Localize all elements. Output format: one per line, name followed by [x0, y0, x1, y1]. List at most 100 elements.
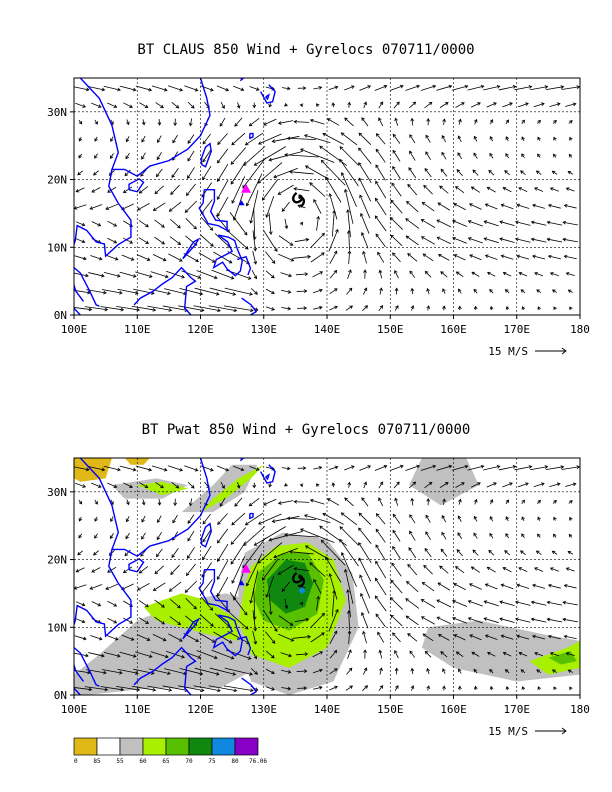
wind-vector: [294, 238, 309, 243]
wind-arrowhead: [321, 632, 325, 636]
pwat-shade-11: [137, 481, 188, 496]
wind-arrowhead: [93, 552, 97, 556]
wind-vector: [374, 465, 387, 471]
wind-vector: [100, 306, 124, 311]
wind-vector: [473, 153, 478, 159]
wind-vector: [455, 566, 465, 574]
wind-vector: [110, 533, 114, 539]
wind-vector: [437, 582, 451, 591]
x-tick-label: 140E: [314, 703, 341, 716]
wind-vector: [470, 482, 481, 488]
wind-arrowhead: [534, 651, 538, 656]
wind-arrowhead: [217, 141, 221, 145]
wind-vector: [347, 269, 352, 279]
wind-vector: [179, 288, 203, 295]
wind-vector: [484, 617, 499, 624]
wind-arrowhead: [318, 305, 323, 310]
wind-vector: [170, 184, 180, 195]
wind-arrowhead: [299, 601, 304, 606]
wind-vector: [564, 204, 577, 209]
wind-vector: [78, 153, 83, 159]
wind-arrowhead: [424, 650, 429, 655]
wind-arrowhead: [405, 218, 409, 222]
wind-arrowhead: [303, 134, 308, 138]
wind-arrowhead: [240, 87, 245, 92]
wind-arrowhead: [232, 292, 237, 296]
wind-vector: [516, 635, 530, 640]
wind-vector: [89, 204, 103, 210]
wind-arrowhead: [195, 638, 200, 643]
wind-arrowhead: [187, 140, 191, 144]
wind-vector: [296, 670, 307, 672]
wind-vector: [457, 152, 462, 160]
wind-vector: [567, 171, 574, 175]
wind-arrowhead: [178, 638, 183, 642]
wind-vector: [265, 668, 275, 674]
wind-vector: [487, 272, 496, 277]
wind-arrowhead: [302, 466, 307, 470]
wind-vector: [124, 169, 131, 176]
wind-arrowhead: [484, 583, 489, 587]
wind-vector: [227, 250, 250, 264]
wind-arrowhead: [453, 202, 457, 207]
wind-arrowhead: [193, 225, 197, 230]
wind-arrowhead: [141, 156, 145, 160]
wind-vector: [251, 649, 257, 659]
wind-arrowhead: [423, 564, 427, 569]
wind-vector: [425, 531, 431, 541]
wind-vector: [157, 515, 162, 523]
wind-vector: [294, 618, 309, 623]
wind-arrowhead: [213, 655, 218, 660]
wind-arrowhead: [252, 484, 257, 489]
y-tick-label: 10N: [47, 621, 67, 634]
wind-vector: [411, 305, 414, 311]
wind-arrowhead: [518, 271, 523, 276]
wind-vector: [141, 515, 146, 523]
wind-arrowhead: [187, 537, 191, 542]
wind-arrowhead: [348, 269, 352, 274]
colorbar-swatch: [73, 737, 98, 756]
coastline-9: [182, 237, 201, 260]
wind-arrowhead: [88, 687, 93, 692]
wind-vector: [202, 149, 212, 162]
wind-arrowhead: [105, 586, 109, 590]
wind-arrowhead: [217, 539, 221, 544]
wind-vector: [547, 238, 563, 243]
wind-vector: [549, 103, 561, 107]
wind-arrowhead: [379, 667, 383, 672]
wind-arrowhead: [334, 288, 338, 292]
wind-arrowhead: [399, 84, 404, 89]
wind-arrowhead: [464, 464, 469, 469]
wind-arrowhead: [177, 224, 181, 229]
wind-arrowhead: [216, 196, 221, 200]
wind-vector: [521, 533, 525, 539]
wind-arrowhead: [426, 685, 431, 689]
wind-vector: [505, 669, 510, 674]
wind-vector: [249, 466, 260, 471]
wind-arrowhead: [129, 484, 133, 488]
wind-arrowhead: [261, 577, 266, 581]
wind-vector: [443, 119, 445, 125]
wind-vector: [228, 231, 249, 250]
wind-arrowhead: [303, 686, 308, 691]
wind-vector: [150, 651, 169, 658]
wind-arrowhead: [225, 87, 230, 92]
wind-vector: [390, 234, 403, 247]
colorbar-swatch: [188, 737, 213, 756]
wind-vector: [90, 255, 103, 260]
wind-arrowhead: [441, 135, 446, 139]
wind-arrowhead: [350, 85, 355, 89]
wind-vector: [278, 235, 293, 246]
y-tick-label: 30N: [47, 486, 67, 499]
wind-arrowhead: [374, 215, 379, 220]
wind-arrowhead: [486, 566, 491, 571]
wind-vector: [375, 595, 387, 612]
wind-vector: [518, 567, 528, 573]
wind-vector: [94, 499, 98, 505]
wind-vector: [200, 596, 213, 611]
wind-vector: [233, 193, 244, 221]
wind-arrowhead: [569, 686, 573, 691]
wind-arrowhead: [549, 651, 554, 656]
wind-arrowhead: [473, 118, 478, 123]
wind-vector: [172, 151, 179, 161]
